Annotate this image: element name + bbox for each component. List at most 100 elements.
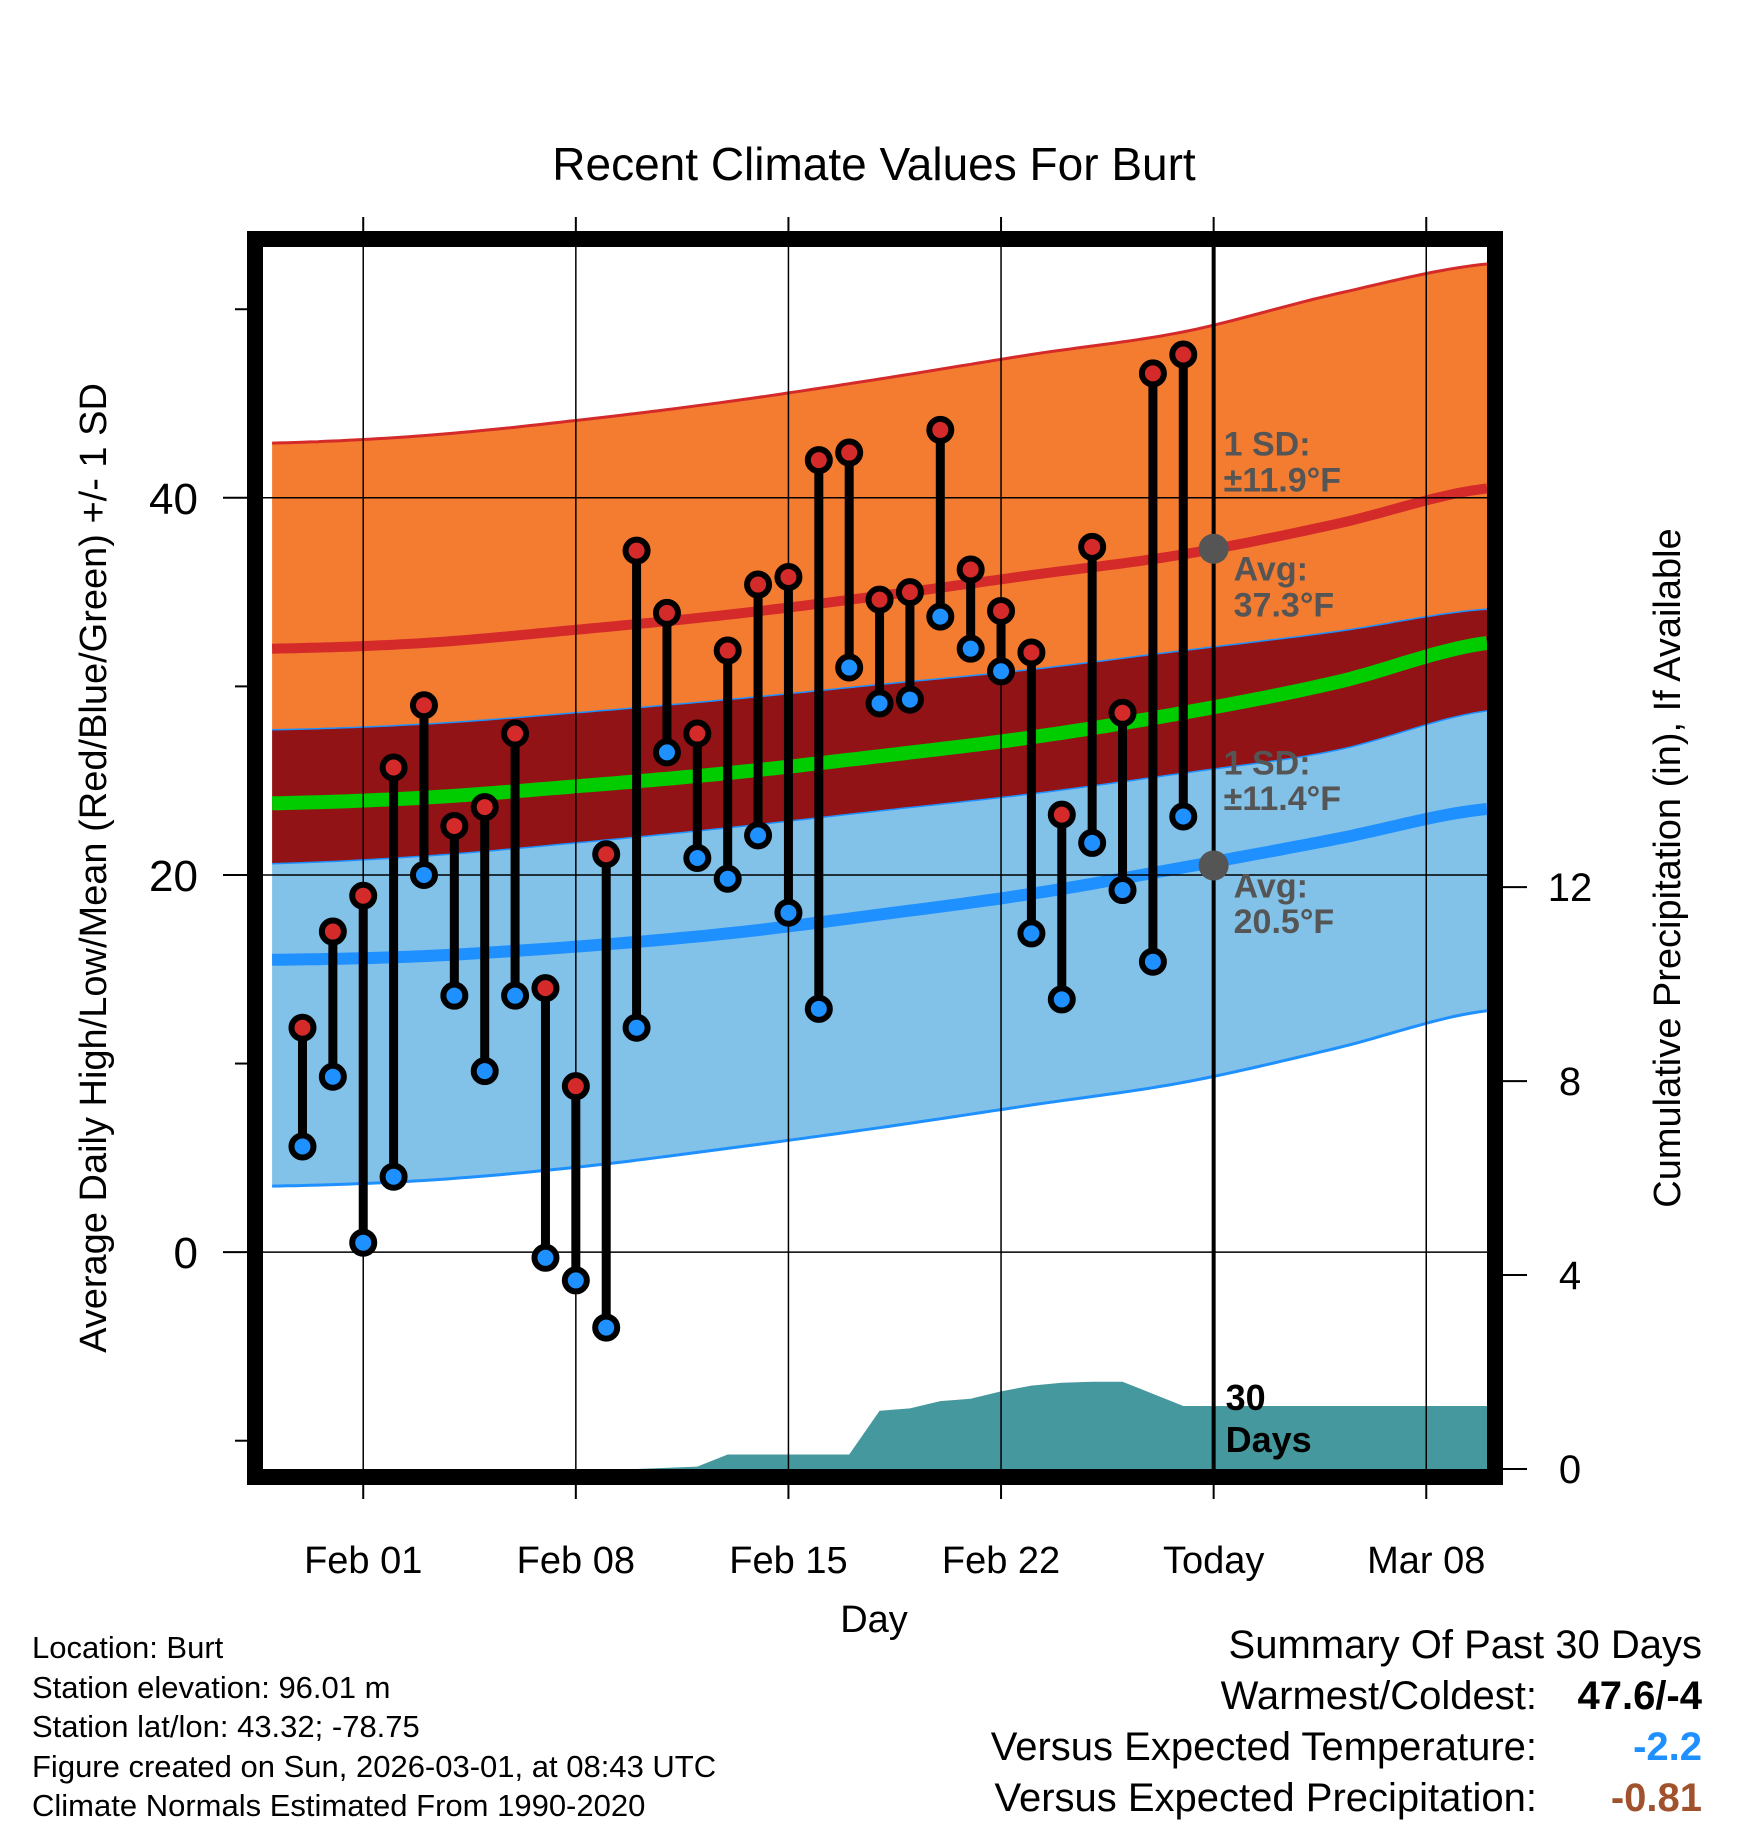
low-lower-line [272, 1009, 1488, 1188]
daily-low-point [713, 864, 742, 893]
daily-low-point [349, 1228, 378, 1257]
daily-high-point [1047, 800, 1076, 829]
low-average-line [272, 803, 1488, 966]
plot-frame [247, 231, 1503, 1485]
station-info: Location: Burt Station elevation: 96.01 … [32, 1628, 716, 1826]
daily-high-point [318, 917, 347, 946]
daily-low-point [865, 689, 894, 718]
x-tick-label: Feb 22 [942, 1540, 1060, 1582]
daily-high-point [1078, 532, 1107, 561]
daily-high-point [835, 438, 864, 467]
daily-low-point [956, 634, 985, 663]
daily-low-point [895, 685, 924, 714]
daily-observations [288, 340, 1198, 1342]
axes: Feb 01 Feb 08 Feb 15 Feb 22 Today Mar 0802040… [149, 217, 1592, 1582]
warmest-coldest-value: 47.6/-4 [1577, 1674, 1702, 1718]
daily-low-point [1047, 985, 1076, 1014]
daily-low-point [288, 1132, 317, 1161]
daily-high-point [926, 415, 955, 444]
y2-tick-label: 4 [1559, 1254, 1581, 1298]
station-latlon: Station lat/lon: 43.32; -78.75 [32, 1709, 420, 1744]
summary-temperature: Versus Expected Temperature: -2.2 [991, 1722, 1702, 1773]
daily-low-point [1108, 876, 1137, 905]
daily-low-point [440, 981, 469, 1010]
summary-precipitation: Versus Expected Precipitation: -0.81 [991, 1773, 1702, 1824]
y2-tick-label: 12 [1548, 866, 1593, 910]
x-tick-label: Feb 08 [517, 1540, 635, 1582]
precipitation-anomaly-value: -0.81 [1610, 1776, 1702, 1820]
daily-high-point [804, 446, 833, 475]
daily-high-point [379, 753, 408, 782]
precipitation-area [272, 1381, 1488, 1469]
figure-created: Figure created on Sun, 2026-03-01, at 08… [32, 1748, 717, 1784]
daily-low-point [926, 602, 955, 631]
y2-tick-label: 8 [1559, 1060, 1581, 1104]
summary-heading: Summary Of Past 30 Days [1228, 1623, 1702, 1667]
daily-high-point [1138, 359, 1167, 388]
y-tick-label: 0 [174, 1229, 198, 1278]
warmest-coldest-label: Warmest/Coldest: [1220, 1674, 1537, 1718]
daily-high-point [622, 536, 651, 565]
normal-bands [271, 262, 1489, 1188]
station-location: Location: Burt [32, 1630, 224, 1665]
summary-warmest-coldest: Warmest/Coldest: 47.6/-4 [991, 1671, 1702, 1722]
x-tick-label: Feb 01 [304, 1540, 422, 1582]
daily-low-point [1169, 802, 1198, 831]
daily-high-point [440, 811, 469, 840]
daily-low-point [652, 738, 681, 767]
daily-low-point [470, 1057, 499, 1086]
precipitation-anomaly-label: Versus Expected Precipitation: [994, 1776, 1537, 1820]
temperature-anomaly-label: Versus Expected Temperature: [990, 1725, 1537, 1769]
y-tick-label: 40 [149, 475, 198, 524]
daily-low-point [379, 1162, 408, 1191]
precipitation-fill [272, 1381, 1488, 1469]
daily-low-point [987, 657, 1016, 686]
temperature-anomaly-value: -2.2 [1633, 1725, 1702, 1769]
daily-high-point [744, 570, 773, 599]
daily-low-point [804, 994, 833, 1023]
daily-low-point [622, 1013, 651, 1042]
daily-high-point [288, 1013, 317, 1042]
daily-high-point [1017, 638, 1046, 667]
daily-high-point [895, 578, 924, 607]
y-axis-label: Average Daily High/Low/Mean (Red/Blue/Gr… [73, 383, 115, 1353]
low-average-label: Avg: 20.5°F [1234, 868, 1335, 942]
daily-high-point [470, 793, 499, 822]
daily-low-point [774, 898, 803, 927]
daily-low-point [318, 1062, 347, 1091]
low-sd-label: 1 SD: ±11.4°F [1224, 745, 1341, 819]
x-tick-label: Mar 08 [1367, 1540, 1485, 1582]
daily-low-point [835, 653, 864, 682]
daily-low-point [683, 844, 712, 872]
y-tick-label: 20 [149, 852, 198, 901]
daily-low-point [531, 1243, 560, 1272]
daily-low-point [1138, 947, 1167, 976]
precip-period-label: 30 Days [1226, 1377, 1312, 1460]
x-axis-label: Day [840, 1599, 908, 1641]
mean-average-line [272, 636, 1489, 811]
y2-tick-label: 0 [1559, 1448, 1581, 1492]
daily-high-point [713, 636, 742, 665]
daily-high-point [592, 840, 621, 869]
daily-low-point [1078, 828, 1107, 857]
daily-high-point [683, 719, 712, 748]
high-sd-label: 1 SD: ±11.9°F [1224, 426, 1341, 500]
daily-low-point [1017, 919, 1046, 948]
daily-high-point [987, 596, 1016, 625]
x-tick-label: Today [1163, 1540, 1264, 1582]
daily-high-point [956, 555, 985, 584]
daily-high-point [561, 1072, 590, 1101]
climate-normals-period: Climate Normals Estimated From 1990-2020 [32, 1788, 646, 1823]
daily-low-point [592, 1313, 621, 1342]
chart-title: Recent Climate Values For Burt [552, 138, 1196, 190]
high-upper-line [272, 262, 1488, 445]
high-average-label: Avg: 37.3°F [1234, 551, 1335, 625]
low-average-marker [1198, 850, 1229, 881]
daily-high-point [409, 691, 438, 720]
daily-high-point [1169, 340, 1198, 369]
daily-high-point [1108, 698, 1137, 727]
daily-high-point [652, 598, 681, 627]
low-upper-line [272, 710, 1488, 865]
summary-panel: Summary Of Past 30 Days Warmest/Coldest:… [991, 1620, 1702, 1824]
